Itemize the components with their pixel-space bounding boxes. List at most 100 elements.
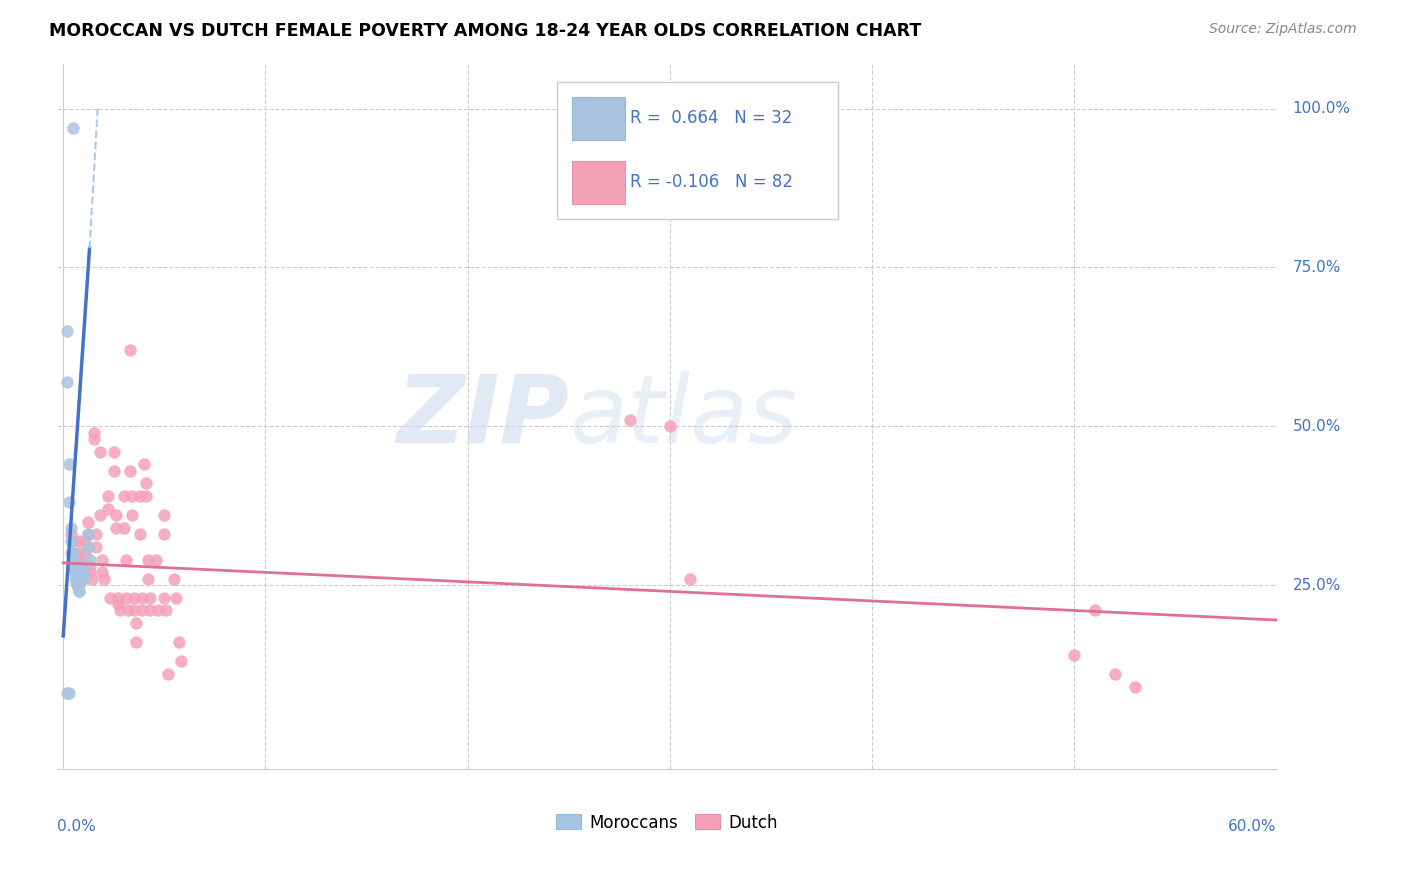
Point [76,527,98,541]
Point [62,546,84,560]
Point [65,552,87,566]
Point [153,508,176,523]
Point [62,559,84,574]
Point [65,559,87,574]
Point [98,591,121,605]
Point [135,489,157,503]
Point [67,584,90,599]
FancyBboxPatch shape [557,82,838,219]
Point [60,546,83,560]
Text: R = -0.106   N = 82: R = -0.106 N = 82 [630,173,793,191]
Point [84,527,107,541]
Point [115,591,138,605]
Point [65,572,87,586]
Point [72,572,94,586]
Point [72,566,94,580]
Point [67,546,90,560]
Point [103,464,125,478]
Point [134,458,156,472]
Point [1084,603,1107,617]
Point [93,572,115,586]
Point [1104,667,1126,681]
Point [62,552,84,566]
Point [97,501,120,516]
Point [70,559,93,574]
Point [72,566,94,580]
Point [65,566,87,580]
Point [56,686,79,700]
Point [70,566,93,580]
Point [129,527,152,541]
Point [66,572,89,586]
Point [90,566,112,580]
Point [122,603,145,617]
Point [658,419,681,434]
Text: R =  0.664   N = 32: R = 0.664 N = 32 [630,110,793,128]
Point [60,527,83,541]
Point [62,120,84,135]
Point [79,566,101,580]
Point [166,591,188,605]
Text: Source: ZipAtlas.com: Source: ZipAtlas.com [1209,22,1357,37]
Point [75,533,97,548]
Point [89,508,111,523]
Text: atlas: atlas [569,371,797,462]
Point [115,552,138,566]
Point [1063,648,1085,662]
Point [67,584,90,599]
Point [67,533,90,548]
Point [70,559,93,574]
Point [83,425,105,440]
Point [60,521,83,535]
Point [122,591,145,605]
Point [79,559,101,574]
FancyBboxPatch shape [572,161,626,203]
Point [104,521,127,535]
Point [125,635,148,649]
Point [157,667,180,681]
Point [136,552,159,566]
Point [108,603,131,617]
Point [90,552,112,566]
Point [60,533,83,548]
Point [155,603,177,617]
Point [169,654,191,668]
Point [125,616,148,631]
Point [107,591,129,605]
Point [62,533,84,548]
Point [56,375,79,389]
Point [679,572,702,586]
Point [148,603,170,617]
Point [66,572,89,586]
Point [76,540,98,554]
Point [103,444,125,458]
Point [76,515,98,529]
FancyBboxPatch shape [572,97,626,140]
Point [83,432,105,446]
Point [58,458,80,472]
Point [139,591,162,605]
Point [117,603,139,617]
Point [131,603,153,617]
Point [167,635,190,649]
Text: 75.0%: 75.0% [1292,260,1341,275]
Point [76,527,98,541]
Text: MOROCCAN VS DUTCH FEMALE POVERTY AMONG 18-24 YEAR OLDS CORRELATION CHART: MOROCCAN VS DUTCH FEMALE POVERTY AMONG 1… [49,22,921,40]
Point [80,572,103,586]
Point [136,572,159,586]
Point [1123,680,1146,694]
Point [65,566,87,580]
Point [153,527,176,541]
Point [139,603,162,617]
Point [107,597,129,611]
Text: ZIP: ZIP [396,371,569,463]
Point [163,572,186,586]
Point [72,572,94,586]
Point [112,521,135,535]
Point [89,444,111,458]
Point [58,495,80,509]
Point [67,578,90,592]
Text: 60.0%: 60.0% [1229,819,1277,834]
Point [145,552,167,566]
Point [79,552,101,566]
